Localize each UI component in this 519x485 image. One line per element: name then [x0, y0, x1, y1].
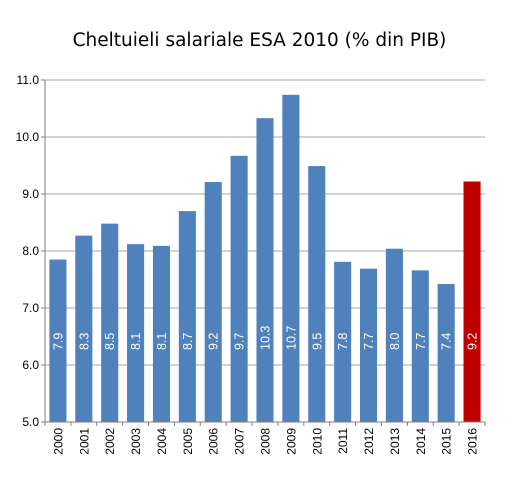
bar-2000	[49, 259, 67, 422]
x-tick-label-2002: 2002	[103, 428, 117, 455]
x-tick-label-2004: 2004	[155, 428, 169, 455]
x-tick-label-2001: 2001	[77, 428, 91, 455]
data-label-2016: 9.2	[466, 333, 480, 350]
data-label-2009: 10.7	[284, 326, 298, 350]
data-label-2002: 8.5	[103, 333, 117, 350]
x-tick-label-2015: 2015	[440, 428, 454, 455]
y-tick-label: 10.0	[16, 130, 40, 144]
bar-2006	[204, 182, 222, 422]
bar-2010	[308, 166, 326, 422]
data-label-2008: 10.3	[259, 326, 273, 350]
bar-2011	[334, 261, 352, 422]
bar-2007	[230, 155, 248, 422]
labels: 5.0 6.0 7.0 8.0 9.0 10.0 11.0 7.9 2000 8.3 2001 8.5…	[16, 73, 480, 455]
x-tick-label-2007: 2007	[233, 428, 247, 455]
data-label-2004: 8.1	[155, 333, 169, 350]
data-label-2007: 9.7	[233, 333, 247, 350]
data-label-2014: 7.7	[414, 333, 428, 350]
data-label-2005: 8.7	[181, 333, 195, 350]
bar-2014	[411, 270, 429, 422]
x-tick-label-2008: 2008	[259, 428, 273, 455]
y-tick-label: 7.0	[22, 301, 39, 315]
data-label-2013: 8.0	[388, 333, 402, 350]
y-tick-label: 6.0	[22, 358, 39, 372]
bar-2004	[152, 245, 171, 422]
x-tick-label-2000: 2000	[51, 428, 65, 455]
x-tick-label-2012: 2012	[362, 428, 376, 455]
x-tick-label-2003: 2003	[129, 428, 143, 455]
y-tick-label: 8.0	[22, 244, 39, 258]
bar-2008	[256, 118, 274, 422]
data-label-2015: 7.4	[440, 333, 454, 350]
data-label-2010: 9.5	[310, 333, 324, 350]
chart-title: Cheltuieli salariale ESA 2010 (% din PIB…	[72, 30, 447, 51]
x-tick-label-2010: 2010	[310, 428, 324, 455]
axes	[41, 79, 486, 426]
y-tick-label: 9.0	[22, 187, 39, 201]
x-tick-label-2005: 2005	[181, 428, 195, 455]
x-tick-label-2011: 2011	[336, 428, 350, 454]
bar-2016	[463, 181, 481, 422]
bars	[49, 94, 481, 422]
data-label-2011: 7.8	[336, 333, 350, 350]
y-tick-label: 11.0	[17, 73, 40, 87]
bar-2013	[385, 248, 403, 422]
x-tick-label-2009: 2009	[284, 428, 298, 455]
bar-2005	[178, 211, 196, 422]
data-label-2012: 7.7	[362, 333, 376, 350]
data-label-2001: 8.3	[77, 333, 91, 350]
x-tick-label-2013: 2013	[388, 428, 402, 455]
x-tick-label-2016: 2016	[466, 428, 480, 455]
y-tick-label: 5.0	[22, 415, 39, 429]
data-label-2006: 9.2	[207, 333, 221, 350]
bar-2003	[127, 244, 145, 422]
bar-2001	[75, 235, 93, 422]
x-tick-label-2006: 2006	[207, 428, 221, 455]
bar-2012	[359, 268, 378, 422]
bar-2015	[437, 284, 455, 422]
bar-2009	[282, 94, 300, 422]
data-label-2003: 8.1	[129, 333, 143, 350]
data-label-2000: 7.9	[51, 333, 65, 350]
x-tick-label-2014: 2014	[414, 428, 428, 455]
bar-2002	[101, 223, 119, 422]
